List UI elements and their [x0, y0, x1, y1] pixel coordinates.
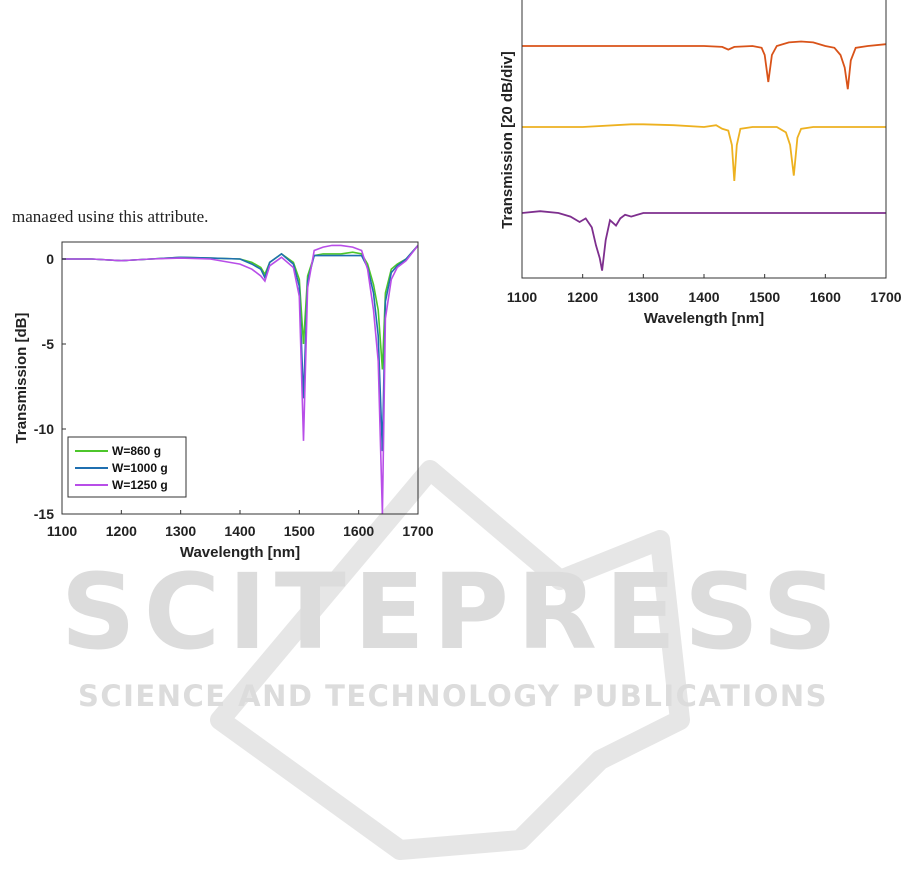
- body-text-fragment: managed using this attribute.: [12, 207, 209, 222]
- legend: W=860 g W=1000 g W=1250 g: [67, 436, 187, 498]
- x-tick-label: 1600: [343, 523, 374, 539]
- y-tick-label: 0: [46, 251, 54, 267]
- x-tick-label: 1200: [106, 523, 137, 539]
- x-axis-label: Wavelength [nm]: [644, 310, 764, 327]
- trace-line-1: [522, 40, 886, 90]
- plot-frame: [521, 0, 887, 279]
- y-tick-label: -15: [34, 506, 54, 522]
- x-tick-label: 1700: [402, 523, 433, 539]
- x-tick-label: 1400: [224, 523, 255, 539]
- legend-label-3: W=1250 g: [112, 478, 168, 492]
- x-tick-label: 1500: [749, 289, 780, 305]
- x-tick-label: 1700: [870, 289, 901, 305]
- y-axis-label: Transmission [20 dB/div]: [499, 51, 516, 229]
- x-tick-label: 1300: [165, 523, 196, 539]
- x-axis-label: Wavelength [nm]: [180, 544, 300, 561]
- trace-line-3: [522, 210, 886, 271]
- x-tick-label: 1400: [688, 289, 719, 305]
- x-tick-label: 1200: [567, 289, 598, 305]
- y-tick-label: -5: [42, 336, 55, 352]
- legend-label-1: W=860 g: [112, 444, 161, 458]
- legend-label-2: W=1000 g: [112, 461, 168, 475]
- series-line-3: [62, 244, 418, 514]
- x-tick-label: 1500: [284, 523, 315, 539]
- x-tick-label: 1100: [47, 523, 78, 539]
- series-line-2: [62, 244, 418, 452]
- y-axis-label: Transmission [dB]: [13, 313, 30, 444]
- trace-line-2: [522, 123, 886, 182]
- x-tick-label: 1100: [507, 289, 538, 305]
- x-tick-label: 1300: [628, 289, 659, 305]
- x-tick-label: 1600: [810, 289, 841, 305]
- y-tick-label: -10: [34, 421, 54, 437]
